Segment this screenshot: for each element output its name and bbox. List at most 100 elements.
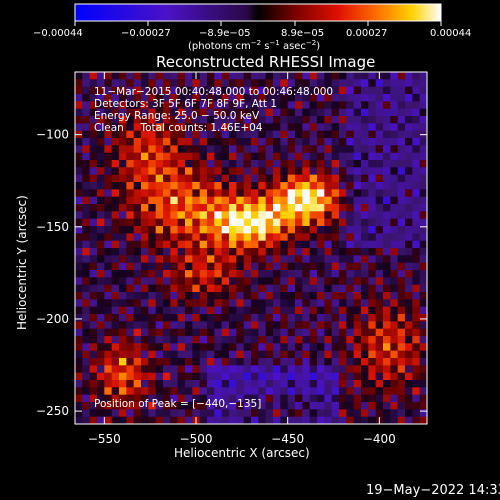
heatmap-cell [317, 138, 325, 146]
heatmap-cell [111, 204, 120, 212]
heatmap-cell [243, 409, 252, 418]
heatmap-cell [97, 182, 105, 190]
heatmap-cell [75, 343, 83, 352]
heatmap-cell [141, 328, 149, 337]
heatmap-cell [207, 174, 215, 183]
heatmap-cell [331, 284, 340, 293]
heatmap-cell [236, 328, 245, 337]
heatmap-cell [324, 101, 333, 110]
heatmap-cell [265, 123, 274, 132]
heatmap-cell [390, 409, 399, 418]
heatmap-cell [133, 365, 142, 374]
heatmap-cell [243, 211, 252, 220]
heatmap-cell [75, 94, 83, 102]
heatmap-cell [243, 174, 252, 183]
heatmap-cell [170, 160, 179, 168]
heatmap-cell [163, 226, 171, 234]
heatmap-cell [353, 394, 362, 403]
heatmap-cell [163, 306, 171, 315]
heatmap-cell [126, 72, 135, 80]
heatmap-cell [126, 416, 135, 425]
heatmap-cell [383, 240, 391, 249]
heatmap-cell [141, 306, 149, 315]
heatmap-cell [265, 248, 274, 256]
heatmap-cell [295, 79, 303, 88]
heatmap-cell [243, 292, 252, 300]
heatmap-cell [419, 211, 428, 220]
heatmap-cell [265, 94, 274, 102]
heatmap-cell [119, 160, 127, 168]
heatmap-cell [177, 409, 186, 418]
heatmap-cell [390, 123, 399, 132]
heatmap-cell [177, 211, 186, 220]
heatmap-cell [243, 145, 252, 154]
heatmap-cell [302, 72, 311, 80]
heatmap-cell [148, 182, 157, 190]
heatmap-cell [199, 174, 208, 183]
heatmap-cell [353, 152, 362, 161]
heatmap-cell [405, 277, 413, 286]
heatmap-cell [324, 145, 333, 154]
heatmap-cell [155, 211, 164, 220]
heatmap-cell [317, 409, 325, 418]
heatmap-cell [111, 416, 120, 425]
heatmap-cell [82, 343, 91, 352]
heatmap-cell [324, 94, 333, 102]
heatmap-cell [163, 211, 171, 220]
heatmap-cell [295, 380, 303, 388]
heatmap-cell [317, 204, 325, 212]
heatmap-cell [251, 174, 259, 183]
heatmap-cell [111, 372, 120, 381]
heatmap-cell [119, 167, 127, 176]
heatmap-cell [251, 86, 259, 95]
heatmap-cell [339, 299, 347, 308]
heatmap-cell [397, 255, 406, 264]
heatmap-cell [75, 402, 83, 410]
heatmap-cell [89, 174, 98, 183]
heatmap-cell [251, 218, 259, 227]
heatmap-cell [273, 365, 281, 374]
heatmap-cell [258, 343, 267, 352]
heatmap-cell [309, 350, 318, 359]
heatmap-cell [155, 336, 164, 344]
heatmap-cell [324, 226, 333, 234]
heatmap-cell [155, 372, 164, 381]
heatmap-cell [229, 240, 237, 249]
heatmap-cell [229, 343, 237, 352]
y-axis: −100−150−200−250 [36, 128, 427, 418]
heatmap-cell [199, 86, 208, 95]
heatmap-cell [148, 343, 157, 352]
heatmap-cell [163, 365, 171, 374]
heatmap-cell [368, 116, 377, 124]
heatmap-cell [148, 416, 157, 425]
heatmap-cell [133, 130, 142, 139]
heatmap-cell [126, 380, 135, 388]
heatmap-cell [287, 123, 296, 132]
heatmap-cell [375, 284, 384, 293]
heatmap-cell [170, 86, 179, 95]
heatmap-cell [390, 394, 399, 403]
heatmap-cell [207, 262, 215, 271]
heatmap-cell [280, 255, 289, 264]
heatmap-cell [273, 130, 281, 139]
heatmap-cell [236, 292, 245, 300]
heatmap-cell [236, 306, 245, 315]
heatmap-cell [126, 255, 135, 264]
heatmap-cell [207, 130, 215, 139]
heatmap-cell [126, 394, 135, 403]
heatmap-cell [119, 240, 127, 249]
heatmap-cell [155, 321, 164, 330]
heatmap-cell [353, 101, 362, 110]
heatmap-cell [302, 160, 311, 168]
heatmap-cell [126, 152, 135, 161]
heatmap-cell [412, 152, 421, 161]
heatmap-cell [111, 409, 120, 418]
heatmap-cell [397, 116, 406, 124]
heatmap-cell [97, 314, 105, 322]
heatmap-cell [302, 196, 311, 205]
heatmap-cell [119, 130, 127, 139]
heatmap-cell [148, 123, 157, 132]
heatmap-cell [192, 204, 201, 212]
heatmap-cell [339, 79, 347, 88]
heatmap-cell [265, 365, 274, 374]
